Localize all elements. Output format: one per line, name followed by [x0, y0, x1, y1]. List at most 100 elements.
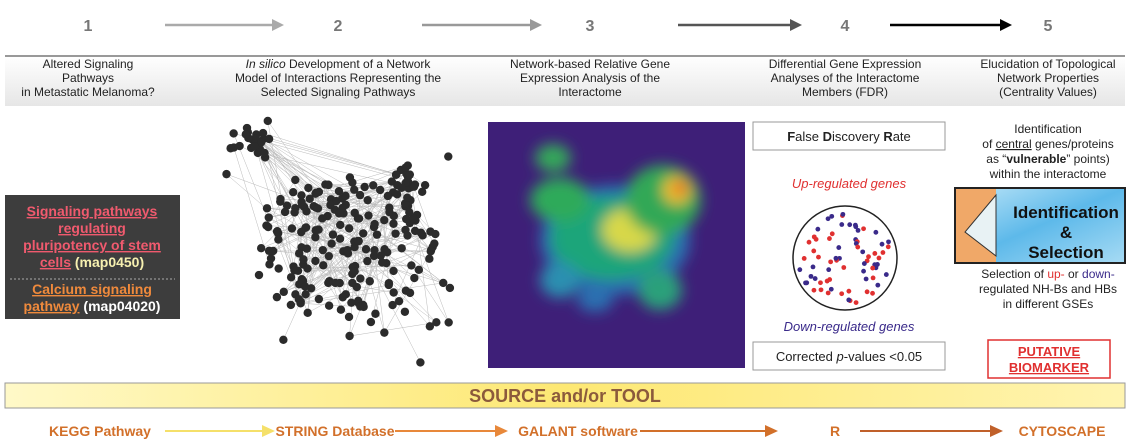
step-header: Analyses of the Interactome: [771, 71, 920, 85]
gene-dot: [826, 267, 831, 272]
pathway-text: cells: [40, 254, 71, 270]
network-node: [389, 220, 397, 228]
gene-dot: [812, 288, 817, 293]
network-node: [304, 184, 312, 192]
network-node: [378, 258, 386, 266]
gene-dot: [815, 227, 820, 232]
network-node: [345, 313, 353, 321]
pathway-code: (map04020): [80, 298, 161, 314]
gene-dot: [818, 280, 823, 285]
network-node: [401, 308, 409, 316]
down-label: Down-regulated genes: [784, 319, 915, 334]
gene-dot: [861, 269, 866, 274]
network-node: [385, 208, 393, 216]
network-node: [360, 183, 368, 191]
pathway-text: pathway (map04020): [24, 298, 161, 314]
gene-dot: [881, 250, 886, 255]
network-node: [289, 188, 297, 196]
gene-dot: [811, 264, 816, 269]
network-node: [430, 239, 438, 247]
gene-dot: [841, 265, 846, 270]
step-header: Interactome: [558, 85, 622, 99]
network-node: [337, 306, 345, 314]
fdr-text: ate: [893, 129, 911, 144]
network-node: [392, 171, 400, 179]
centrality-part: vulnerable: [1006, 152, 1066, 166]
network-node: [370, 220, 378, 228]
network-node: [362, 245, 370, 253]
network-node: [335, 209, 343, 217]
network-node: [297, 198, 305, 206]
network-node: [335, 187, 343, 195]
network-node: [397, 184, 405, 192]
network-node: [269, 247, 277, 255]
tool-name: STRING Database: [275, 423, 394, 439]
biomarker-text: BIOMARKER: [1009, 360, 1090, 375]
pathway-text: cells (map0450): [40, 254, 144, 270]
step-number: 2: [334, 18, 343, 35]
network: [222, 117, 454, 367]
tool-name: CYTOSCAPE: [1019, 423, 1106, 439]
gene-dot: [877, 256, 882, 261]
pathway-code: (map0450): [71, 254, 144, 270]
centrality-part: as “: [986, 152, 1006, 166]
network-node: [351, 267, 359, 275]
step-header: in Metastatic Melanoma?: [21, 85, 155, 99]
gene-dot: [846, 289, 851, 294]
network-node: [222, 170, 230, 178]
network-node: [366, 277, 374, 285]
gene-dot: [884, 272, 889, 277]
tool-name: GALANT software: [518, 423, 638, 439]
fdr-letter: F: [787, 129, 795, 144]
gene-dot: [811, 249, 816, 254]
step-header: Altered Signaling: [43, 57, 134, 71]
network-node: [403, 194, 411, 202]
network-node: [318, 214, 326, 222]
header-part: Development of a Network: [286, 57, 432, 71]
centrality-text: of central genes/proteins: [982, 137, 1113, 151]
gene-dot: [873, 230, 878, 235]
network-node: [356, 302, 364, 310]
step-header: Model of Interactions Representing the: [235, 71, 441, 85]
network-node: [363, 196, 371, 204]
gene-dot: [829, 214, 834, 219]
gene-dot: [802, 256, 807, 261]
network-node: [291, 176, 299, 184]
selection-part: or: [1065, 267, 1082, 281]
centrality-part: genes/proteins: [1032, 137, 1114, 151]
gene-dot: [804, 280, 809, 285]
centrality-text: within the interactome: [989, 167, 1107, 181]
network-node: [265, 213, 273, 221]
network-node: [345, 332, 353, 340]
gene-circle: [793, 206, 897, 310]
gene-dot: [840, 212, 845, 217]
network-edge: [411, 265, 448, 322]
network-node: [391, 229, 399, 237]
step-header: Elucidation of Topological: [980, 57, 1115, 71]
gene-dot: [839, 291, 844, 296]
gene-dot: [814, 237, 819, 242]
network-node: [325, 252, 333, 260]
gene-dot: [865, 289, 870, 294]
network-node: [410, 274, 418, 282]
heatmap: [488, 122, 745, 368]
network-node: [319, 261, 327, 269]
network-node: [354, 237, 362, 245]
network-node: [315, 295, 323, 303]
network-node: [359, 229, 367, 237]
network-node: [356, 191, 364, 199]
gene-dot: [875, 283, 880, 288]
network-node: [367, 318, 375, 326]
network-node: [311, 257, 319, 265]
gene-dot: [860, 249, 865, 254]
network-node: [287, 301, 295, 309]
network-node: [343, 246, 351, 254]
network-node: [314, 225, 322, 233]
network-node: [398, 244, 406, 252]
network-node: [411, 227, 419, 235]
gene-dot: [880, 242, 885, 247]
gene-dot: [870, 266, 875, 271]
network-node: [229, 129, 237, 137]
network-node: [389, 288, 397, 296]
selection-text: regulated NH-Bs and HBs: [979, 282, 1117, 296]
